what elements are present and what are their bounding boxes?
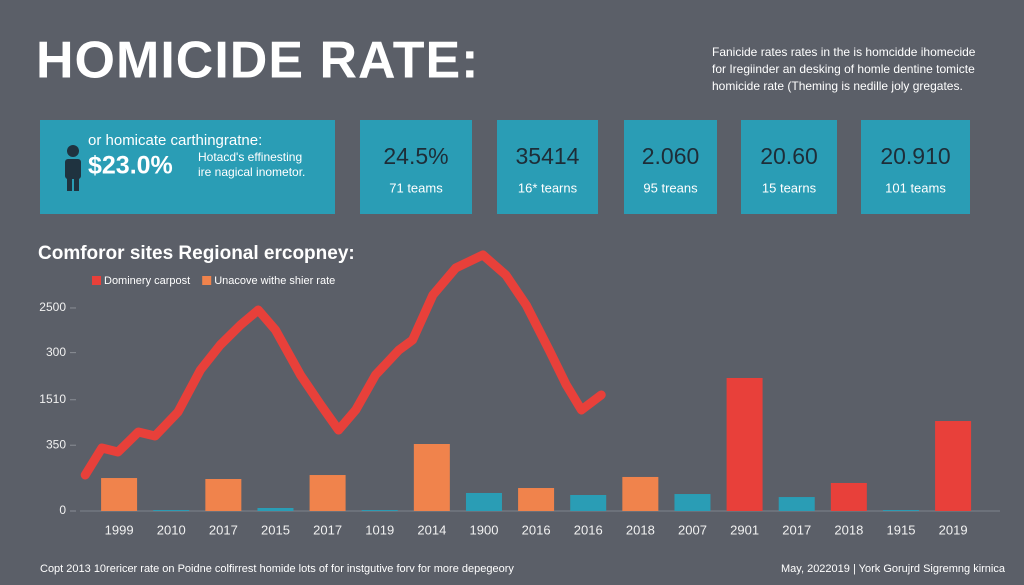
x-tick-label: 2901: [730, 522, 759, 537]
card: [360, 120, 472, 214]
bar: [361, 510, 398, 511]
bar: [830, 482, 867, 511]
x-tick-label: 1019: [365, 522, 394, 537]
card-sub: 95 treans: [643, 180, 698, 195]
x-tick-label: 2018: [834, 522, 863, 537]
chart-title: Comforor sites Regional ercopney:: [38, 243, 355, 264]
card: [497, 120, 598, 214]
x-tick-label: 2018: [626, 522, 655, 537]
bar: [101, 478, 138, 511]
card-value: 35414: [516, 143, 580, 169]
y-tick-label: 1510: [39, 392, 66, 406]
card-value: 2.060: [642, 143, 700, 169]
legend-label: Dominery carpost: [104, 275, 190, 287]
footer-left: Copt 2013 10rericer rate on Poidne colfi…: [40, 563, 514, 575]
x-tick-label: 2017: [782, 522, 811, 537]
title: HOMICIDE RATE:: [36, 32, 479, 90]
legend-label: Unacove withe shier rate: [214, 275, 335, 287]
card-line: Hotacd's effinesting: [198, 150, 302, 164]
x-tick-label: 2016: [522, 522, 551, 537]
legend-swatch: [202, 276, 212, 285]
bar: [518, 488, 555, 511]
person-icon: [65, 145, 81, 191]
bar: [726, 377, 763, 511]
description-line: homicide rate (Theming is nedille joly g…: [712, 79, 963, 93]
card-value: 20.910: [880, 143, 950, 169]
x-tick-label: 1999: [105, 522, 134, 537]
bar: [935, 421, 972, 511]
y-tick-label: 2500: [39, 300, 66, 314]
card-line: ire nagical inometor.: [198, 165, 305, 179]
x-tick-label: 2019: [939, 522, 968, 537]
y-tick-label: 300: [46, 345, 66, 359]
card-sub: 101 teams: [885, 180, 946, 195]
bar: [622, 476, 659, 511]
bar: [570, 495, 607, 511]
bar: [674, 494, 711, 511]
x-tick-label: 2016: [574, 522, 603, 537]
card: [741, 120, 837, 214]
description-line: Fanicide rates rates in the is homcidde …: [712, 45, 976, 59]
card-value: 20.60: [760, 143, 818, 169]
card-sub: 16* tearns: [518, 180, 578, 195]
card: [40, 120, 335, 214]
y-tick-label: 0: [59, 503, 66, 517]
card-sub: 71 teams: [389, 180, 443, 195]
x-tick-label: 2014: [417, 522, 446, 537]
x-tick-label: 2017: [209, 522, 238, 537]
description-line: for Iregiinder an desking of homle denti…: [712, 62, 975, 76]
card: [624, 120, 717, 214]
card-sub: 15 tearns: [762, 180, 817, 195]
x-tick-label: 2015: [261, 522, 290, 537]
x-tick-label: 2017: [313, 522, 342, 537]
x-tick-label: 1900: [470, 522, 499, 537]
bar: [205, 479, 242, 511]
card-heading: or homicate carthingratne:: [88, 132, 262, 149]
footer-right: May, 2022019 | York Gorujrd Sigremng kir…: [781, 563, 1006, 575]
y-tick-label: 350: [46, 437, 66, 451]
line: [80, 250, 606, 480]
card-value: 24.5%: [383, 143, 448, 169]
x-tick-label: 2007: [678, 522, 707, 537]
card: [861, 120, 970, 214]
bar: [778, 497, 815, 511]
bar: [465, 492, 502, 511]
bar: [153, 510, 190, 511]
card-value: $23.0%: [88, 152, 173, 180]
legend-swatch: [92, 276, 101, 285]
bar: [257, 507, 294, 511]
x-tick-label: 2010: [157, 522, 186, 537]
bar: [309, 475, 346, 511]
bar: [882, 510, 919, 511]
x-tick-label: 1915: [887, 522, 916, 537]
bar: [413, 444, 450, 511]
